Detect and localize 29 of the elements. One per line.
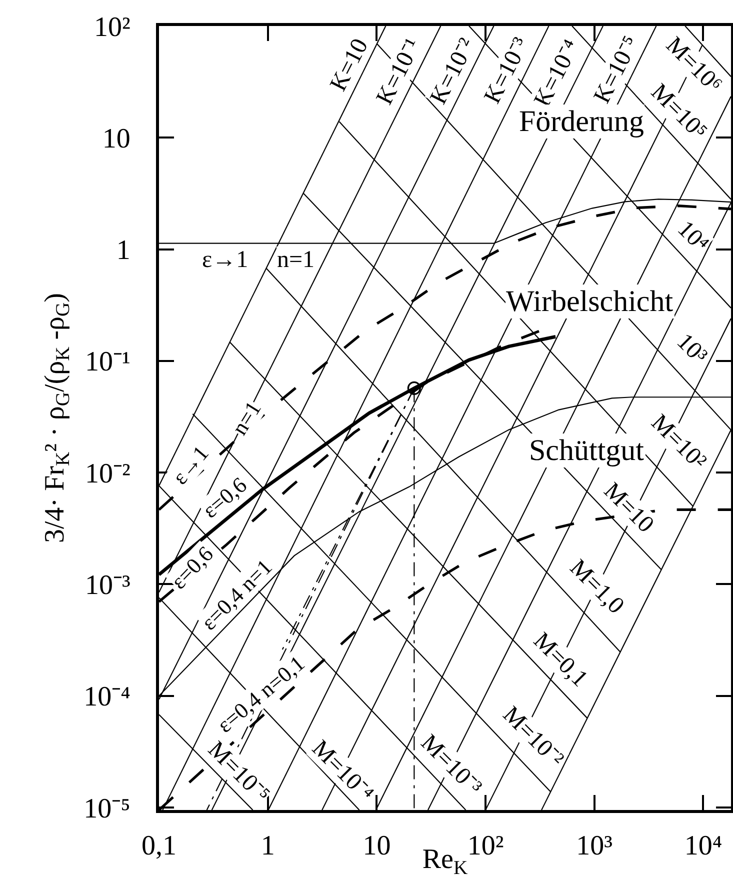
annotation: 10⁴: [672, 216, 714, 258]
annotation: K=10⁻²: [426, 34, 481, 108]
x-tick-label: 10⁴: [684, 830, 722, 862]
annotation: K=10⁻³: [480, 33, 535, 108]
annotation: n=1: [226, 396, 266, 440]
annotation: Schüttgut: [529, 434, 645, 467]
annotation: n=1: [277, 247, 315, 273]
annotation: K=10⁻⁵: [589, 32, 645, 108]
x-tick-label: 1: [260, 830, 275, 862]
y-tick-label: 10⁻⁴: [84, 682, 130, 713]
x-axis-title: Re$_{K}$: [422, 844, 468, 879]
annotation: Förderung: [519, 105, 644, 138]
x-tick-label: 10: [362, 830, 391, 862]
y-tick-label: 10⁻¹: [84, 346, 130, 378]
annotation: K=10⁻¹: [372, 34, 427, 109]
y-tick-label: 10²: [94, 12, 130, 43]
annotation: 10³: [672, 328, 712, 370]
x-tick-label: 10²: [467, 830, 504, 862]
x-tick-label: 10³: [576, 830, 613, 862]
annotation: ε→1: [202, 247, 248, 273]
annotation: Wirbelschicht: [506, 285, 674, 318]
y-tick-label: 10: [102, 123, 130, 154]
y-tick-label: 1: [116, 235, 130, 266]
annotation: K=10: [325, 34, 374, 96]
annotation: K=10⁻⁴: [529, 36, 585, 112]
y-tick-label: 10⁻³: [84, 570, 130, 602]
y-tick-label: 10⁻⁵: [84, 793, 130, 824]
y-tick-label: 10⁻²: [84, 458, 130, 490]
x-tick-label: 0,1: [142, 830, 176, 862]
